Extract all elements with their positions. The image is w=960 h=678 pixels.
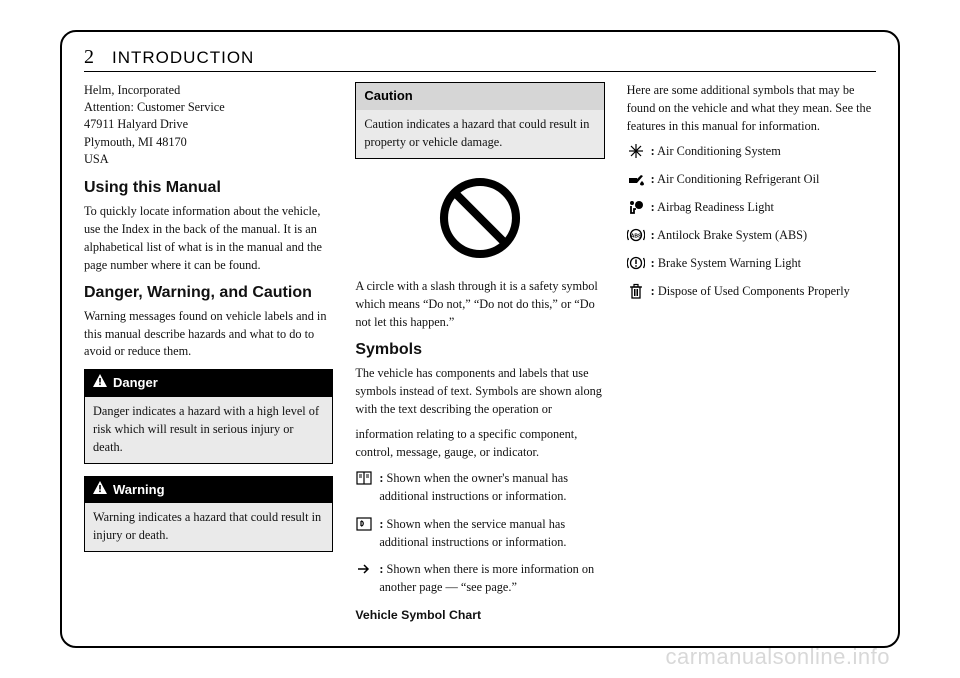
abs-icon: ABS bbox=[627, 227, 645, 243]
symbol-text: Shown when the service manual has additi… bbox=[379, 517, 566, 549]
warning-header: Warning bbox=[85, 477, 332, 504]
danger-title: Danger bbox=[113, 374, 158, 393]
symbol-airbag: : Airbag Readiness Light bbox=[627, 199, 876, 217]
page-frame: 2 INTRODUCTION Helm, Incorporated Attent… bbox=[60, 30, 900, 648]
oil-can-icon bbox=[627, 171, 645, 187]
symbol-abs: ABS : Antilock Brake System (ABS) bbox=[627, 227, 876, 245]
danger-body: Danger indicates a hazard with a high le… bbox=[85, 397, 332, 462]
body-dwc-intro: Warning messages found on vehicle labels… bbox=[84, 308, 333, 361]
caution-title: Caution bbox=[364, 87, 412, 106]
book-icon bbox=[355, 470, 373, 486]
warning-box: Warning Warning indicates a hazard that … bbox=[84, 476, 333, 553]
symbol-brake: : Brake System Warning Light bbox=[627, 255, 876, 273]
symbol-ac: : Air Conditioning System bbox=[627, 143, 876, 161]
warning-title: Warning bbox=[113, 481, 165, 500]
caution-box: Caution Caution indicates a hazard that … bbox=[355, 82, 604, 159]
symbol-dispose: : Dispose of Used Components Properly bbox=[627, 283, 876, 301]
addr-line: Plymouth, MI 48170 bbox=[84, 134, 333, 151]
symbols-intro: The vehicle has components and labels th… bbox=[355, 365, 604, 418]
danger-header: Danger bbox=[85, 370, 332, 397]
watermark: carmanualsonline.info bbox=[665, 644, 890, 670]
trash-icon bbox=[627, 283, 645, 299]
warning-triangle-icon bbox=[93, 374, 107, 393]
symbol-text: Air Conditioning System bbox=[657, 144, 781, 158]
heading-dwc: Danger, Warning, and Caution bbox=[84, 283, 333, 302]
page-number: 2 bbox=[84, 46, 94, 69]
symbol-text: Shown when the owner's manual has additi… bbox=[379, 471, 568, 503]
svg-text:ABS: ABS bbox=[630, 233, 641, 239]
body-using-manual: To quickly locate information about the … bbox=[84, 203, 333, 274]
arrow-icon bbox=[355, 561, 373, 577]
airbag-icon bbox=[627, 199, 645, 215]
warning-triangle-icon bbox=[93, 481, 107, 500]
heading-symbol-chart: Vehicle Symbol Chart bbox=[355, 607, 604, 625]
section-title: INTRODUCTION bbox=[112, 48, 254, 68]
prohibit-icon bbox=[435, 173, 525, 263]
symbol-owner-manual: : Shown when the owner's manual has addi… bbox=[355, 470, 604, 506]
addr-line: USA bbox=[84, 151, 333, 168]
symbol-see-page: : Shown when there is more information o… bbox=[355, 561, 604, 597]
caution-header: Caution bbox=[356, 83, 603, 110]
symbol-text: Brake System Warning Light bbox=[658, 256, 801, 270]
service-book-icon bbox=[355, 516, 373, 532]
addr-line: 47911 Halyard Drive bbox=[84, 116, 333, 133]
symbol-text: Air Conditioning Refrigerant Oil bbox=[657, 172, 819, 186]
content-columns: Helm, Incorporated Attention: Customer S… bbox=[84, 82, 876, 632]
prohibit-text: A circle with a slash through it is a sa… bbox=[355, 278, 604, 331]
heading-symbols: Symbols bbox=[355, 340, 604, 359]
brake-warning-icon bbox=[627, 255, 645, 271]
addr-line: Helm, Incorporated bbox=[84, 82, 333, 99]
symbol-chart-intro: Here are some additional symbols that ma… bbox=[627, 82, 876, 135]
symbol-text: Antilock Brake System (ABS) bbox=[657, 228, 807, 242]
symbol-ac-oil: : Air Conditioning Refrigerant Oil bbox=[627, 171, 876, 189]
snowflake-icon bbox=[627, 143, 645, 159]
heading-using-manual: Using this Manual bbox=[84, 178, 333, 197]
symbol-text: Airbag Readiness Light bbox=[657, 200, 774, 214]
prohibit-symbol bbox=[355, 173, 604, 269]
caution-body: Caution indicates a hazard that could re… bbox=[356, 110, 603, 158]
publisher-address: Helm, Incorporated Attention: Customer S… bbox=[84, 82, 333, 168]
symbols-intro-cont: information relating to a specific compo… bbox=[355, 426, 604, 462]
warning-body: Warning indicates a hazard that could re… bbox=[85, 503, 332, 551]
symbol-text: Dispose of Used Components Properly bbox=[658, 284, 850, 298]
symbol-service-manual: : Shown when the service manual has addi… bbox=[355, 516, 604, 552]
addr-line: Attention: Customer Service bbox=[84, 99, 333, 116]
symbol-text: Shown when there is more information on … bbox=[379, 562, 594, 594]
danger-box: Danger Danger indicates a hazard with a … bbox=[84, 369, 333, 463]
page-header: 2 INTRODUCTION bbox=[84, 46, 876, 72]
